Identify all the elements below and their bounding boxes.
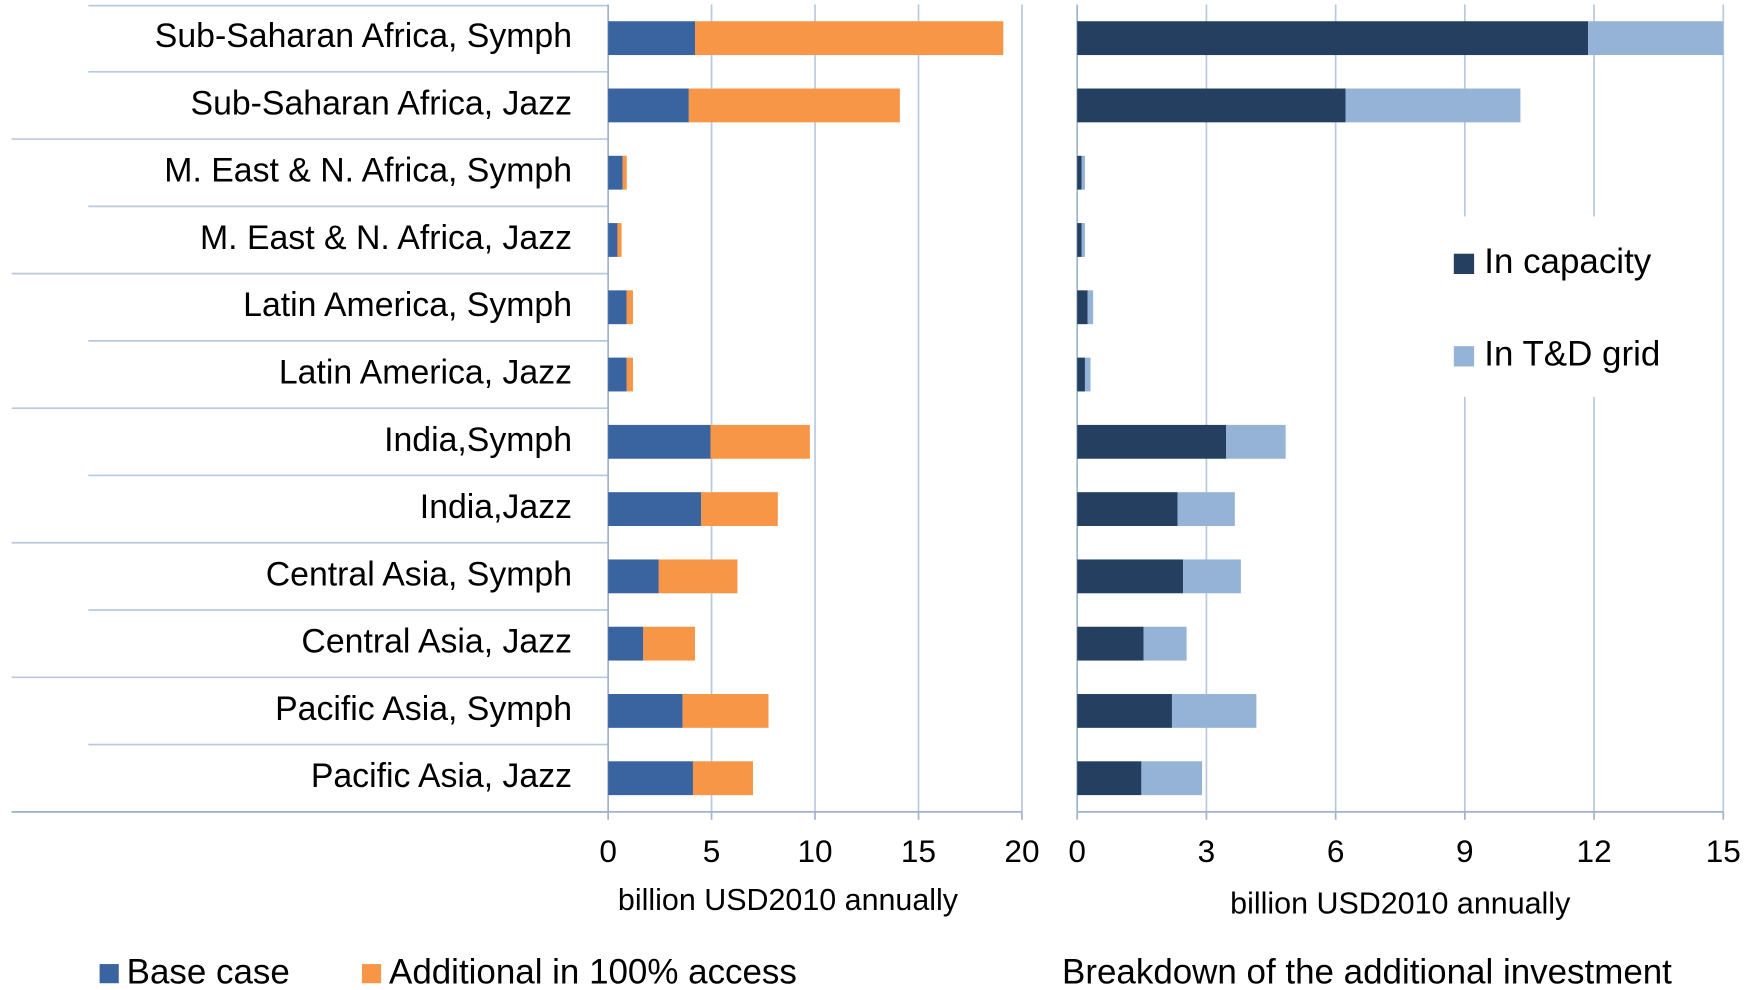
bar-segment — [1588, 21, 1724, 56]
category-label: Sub-Saharan Africa, Jazz — [191, 84, 573, 122]
x-tick-label: 10 — [797, 833, 832, 869]
x-tick-label: 3 — [1198, 833, 1216, 869]
category-label: M. East & N. Africa, Symph — [164, 152, 572, 190]
bar-segment — [1081, 155, 1085, 190]
bar-segment — [626, 290, 633, 325]
bar-segment — [1177, 492, 1235, 527]
legend-label: Additional in 100% access — [389, 952, 797, 990]
caption: Breakdown of the additional investment — [1062, 952, 1672, 990]
x-tick-label: 12 — [1577, 833, 1612, 869]
bar-segment — [1077, 223, 1082, 257]
bar-segment — [608, 88, 689, 123]
legend-label: In T&D grid — [1484, 335, 1660, 374]
bar-segment — [608, 559, 659, 594]
bar-segment — [608, 626, 644, 661]
bar-segment — [710, 424, 810, 459]
x-tick-label: 15 — [1706, 833, 1741, 869]
bar-segment — [608, 424, 711, 459]
x-tick-label: 20 — [1004, 833, 1039, 869]
category-label: Latin America, Symph — [243, 286, 572, 324]
category-label: Central Asia, Symph — [266, 555, 572, 593]
bar-segment — [1183, 559, 1241, 594]
bar-segment — [1077, 492, 1178, 527]
x-tick-label: 5 — [703, 833, 721, 869]
bar-segment — [643, 626, 696, 661]
bar-segment — [1081, 223, 1085, 257]
category-label: India,Jazz — [420, 488, 572, 526]
bar-segment — [1141, 761, 1203, 796]
category-label: M. East & N. Africa, Jazz — [200, 219, 572, 257]
category-label: Sub-Saharan Africa, Symph — [155, 17, 572, 55]
bar-segment — [1345, 88, 1521, 123]
category-label: Latin America, Jazz — [279, 353, 572, 391]
x-tick-label: 0 — [1068, 833, 1086, 869]
bar-segment — [1143, 626, 1187, 661]
bar-segment — [1226, 424, 1286, 459]
x-axis-label: billion USD2010 annually — [618, 883, 959, 917]
category-label: Pacific Asia, Jazz — [311, 757, 572, 795]
legend-box — [1441, 216, 1713, 397]
bar-segment — [608, 357, 627, 392]
x-tick-label: 15 — [901, 833, 936, 869]
x-tick-label: 6 — [1327, 833, 1345, 869]
x-axis-label: billion USD2010 annually — [1230, 886, 1571, 920]
bar-segment — [622, 155, 627, 190]
legend-swatch — [1453, 346, 1475, 367]
bar-segment — [1171, 694, 1257, 728]
bar-segment — [1084, 357, 1091, 392]
bar-segment — [1077, 21, 1589, 56]
bar-segment — [608, 21, 696, 56]
bar-segment — [1077, 694, 1172, 728]
bar-segment — [608, 492, 702, 527]
legend-swatch — [361, 964, 382, 984]
bar-segment — [1087, 290, 1094, 325]
legend-label: In capacity — [1484, 242, 1652, 281]
bar-segment — [1077, 88, 1346, 123]
bar-segment — [1077, 761, 1142, 796]
category-label: Central Asia, Jazz — [301, 623, 572, 661]
legend-swatch — [1453, 253, 1475, 274]
bar-segment — [701, 492, 778, 527]
legend-swatch — [99, 964, 119, 984]
bar-segment — [626, 357, 633, 392]
bar-segment — [1077, 290, 1088, 325]
category-label: Pacific Asia, Symph — [275, 690, 572, 728]
bar-segment — [617, 223, 622, 257]
bar-segment — [1077, 424, 1227, 459]
bar-segment — [658, 559, 738, 594]
bar-segment — [608, 223, 618, 257]
bar-segment — [1077, 626, 1144, 661]
bar-segment — [692, 761, 753, 796]
bar-segment — [608, 694, 683, 728]
bar-segment — [682, 694, 769, 728]
x-tick-label: 0 — [599, 833, 617, 869]
bar-segment — [608, 155, 623, 190]
bar-segment — [1077, 559, 1184, 594]
category-label: India,Symph — [384, 421, 572, 459]
x-tick-label: 9 — [1456, 833, 1474, 869]
bar-segment — [688, 88, 900, 123]
legend-label: Base case — [127, 952, 290, 990]
bar-segment — [1077, 357, 1085, 392]
bar-segment — [608, 290, 627, 325]
bar-segment — [695, 21, 1004, 56]
bar-segment — [608, 761, 693, 796]
bar-segment — [1077, 155, 1082, 190]
